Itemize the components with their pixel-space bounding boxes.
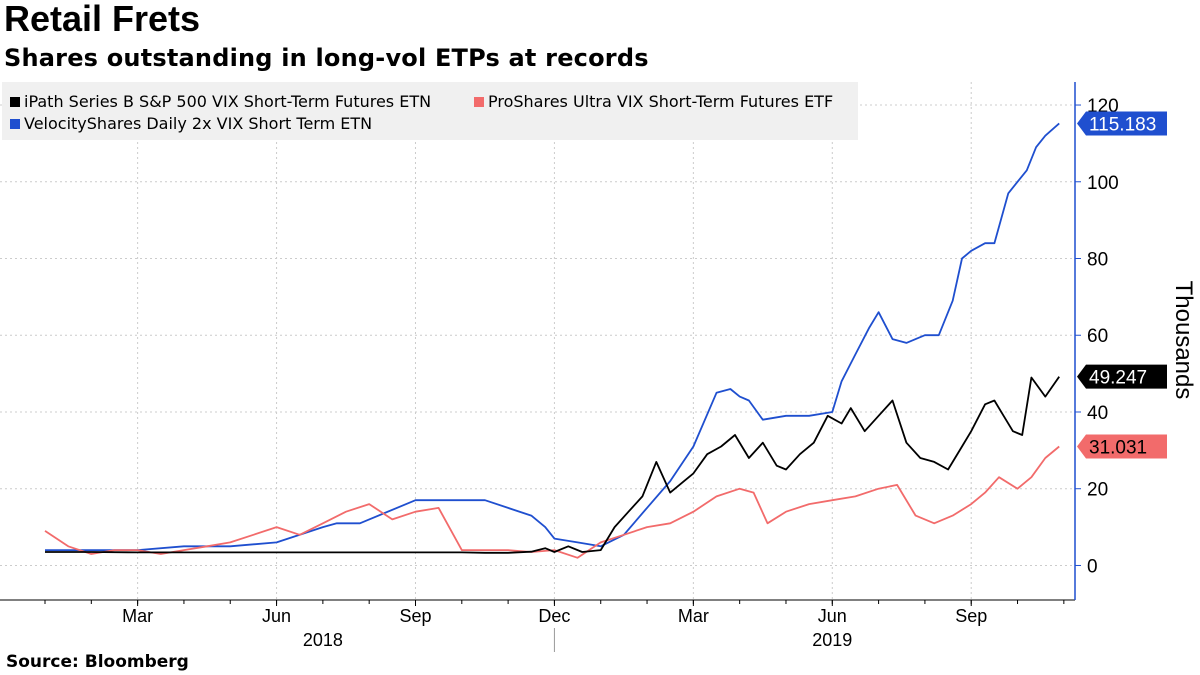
legend-item-ipath: iPath Series B S&P 500 VIX Short-Term Fu… [10,92,431,111]
series-line-2 [45,122,1060,551]
year-label: 2018 [303,630,343,650]
last-value-label-0: 49.247 [1089,368,1147,389]
series-line-0 [45,376,1060,554]
x-tick-label: Jun [262,606,291,626]
year-label: 2019 [812,630,852,650]
x-tick-label: Sep [399,606,431,626]
legend-item-velocityshares: VelocityShares Daily 2x VIX Short Term E… [10,114,372,133]
y-tick-label: 100 [1087,173,1119,194]
last-value-tag-0 [1077,364,1167,389]
x-tick-label: Sep [955,606,987,626]
chart-subtitle: Shares outstanding in long-vol ETPs at r… [4,44,649,72]
x-tick-label: Dec [538,606,570,626]
legend-swatch-ipath [10,97,20,107]
last-value-label-1: 31.031 [1089,438,1147,459]
y-axis-label: Thousands [1170,281,1197,400]
last-value-tag-2 [1077,111,1167,136]
y-tick-label: 60 [1087,326,1108,347]
legend-item-proshares: ProShares Ultra VIX Short-Term Futures E… [474,92,833,111]
legend-label-velocityshares: VelocityShares Daily 2x VIX Short Term E… [24,114,373,133]
y-tick-label: 0 [1087,556,1098,577]
chart-title: Retail Frets [4,0,201,39]
last-value-label-2: 115.183 [1089,114,1156,135]
y-tick-label: 80 [1087,250,1108,271]
series-line-1 [44,445,1060,559]
x-tick-label: Mar [678,606,709,626]
legend-swatch-velocityshares [10,119,20,129]
source-note: Source: Bloomberg [6,652,189,672]
legend-swatch-proshares [474,97,484,107]
x-tick-label: Jun [818,606,847,626]
last-value-tag-1 [1077,434,1167,459]
legend-label-proshares: ProShares Ultra VIX Short-Term Futures E… [488,92,834,111]
x-tick-label: Mar [122,606,153,626]
chart-legend: iPath Series B S&P 500 VIX Short-Term Fu… [2,82,858,140]
y-tick-label: 20 [1087,480,1108,501]
y-tick-label: 40 [1087,403,1108,424]
legend-label-ipath: iPath Series B S&P 500 VIX Short-Term Fu… [24,92,432,111]
